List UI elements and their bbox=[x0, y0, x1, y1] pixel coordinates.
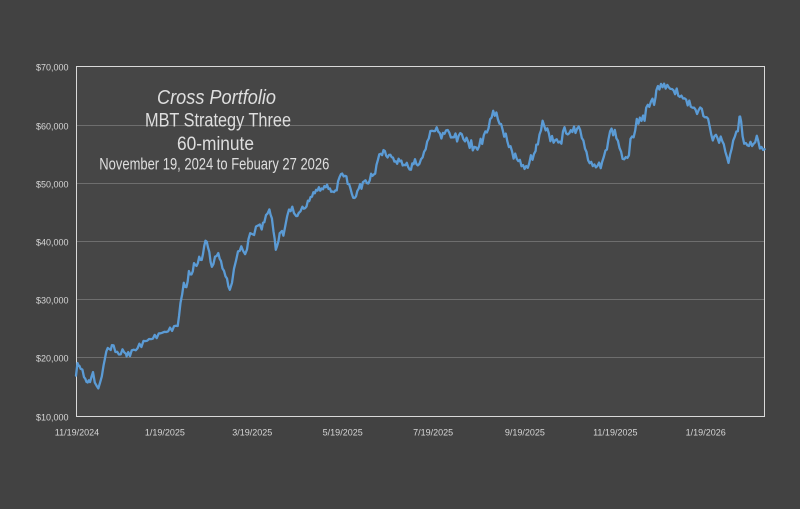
svg-text:3/19/2025: 3/19/2025 bbox=[232, 428, 272, 438]
svg-text:$50,000: $50,000 bbox=[36, 180, 69, 190]
svg-text:$40,000: $40,000 bbox=[36, 238, 69, 248]
svg-text:MBT Strategy Three: MBT Strategy Three bbox=[145, 111, 291, 132]
svg-text:$30,000: $30,000 bbox=[36, 296, 69, 306]
svg-text:November 19, 2024 to Febuary 2: November 19, 2024 to Febuary 27 2026 bbox=[99, 155, 329, 174]
svg-text:9/19/2025: 9/19/2025 bbox=[505, 428, 545, 438]
svg-text:$20,000: $20,000 bbox=[36, 354, 69, 364]
svg-text:11/19/2025: 11/19/2025 bbox=[593, 428, 637, 438]
svg-text:60-minute: 60-minute bbox=[177, 134, 254, 155]
svg-text:$70,000: $70,000 bbox=[36, 63, 69, 73]
svg-text:11/19/2024: 11/19/2024 bbox=[55, 428, 99, 438]
svg-text:Cross Portfolio: Cross Portfolio bbox=[157, 87, 276, 109]
svg-text:1/19/2026: 1/19/2026 bbox=[686, 428, 726, 438]
svg-text:$60,000: $60,000 bbox=[36, 122, 69, 132]
svg-text:$10,000: $10,000 bbox=[36, 413, 69, 423]
svg-text:5/19/2025: 5/19/2025 bbox=[323, 428, 363, 438]
svg-text:7/19/2025: 7/19/2025 bbox=[413, 428, 453, 438]
svg-text:1/19/2025: 1/19/2025 bbox=[145, 428, 185, 438]
